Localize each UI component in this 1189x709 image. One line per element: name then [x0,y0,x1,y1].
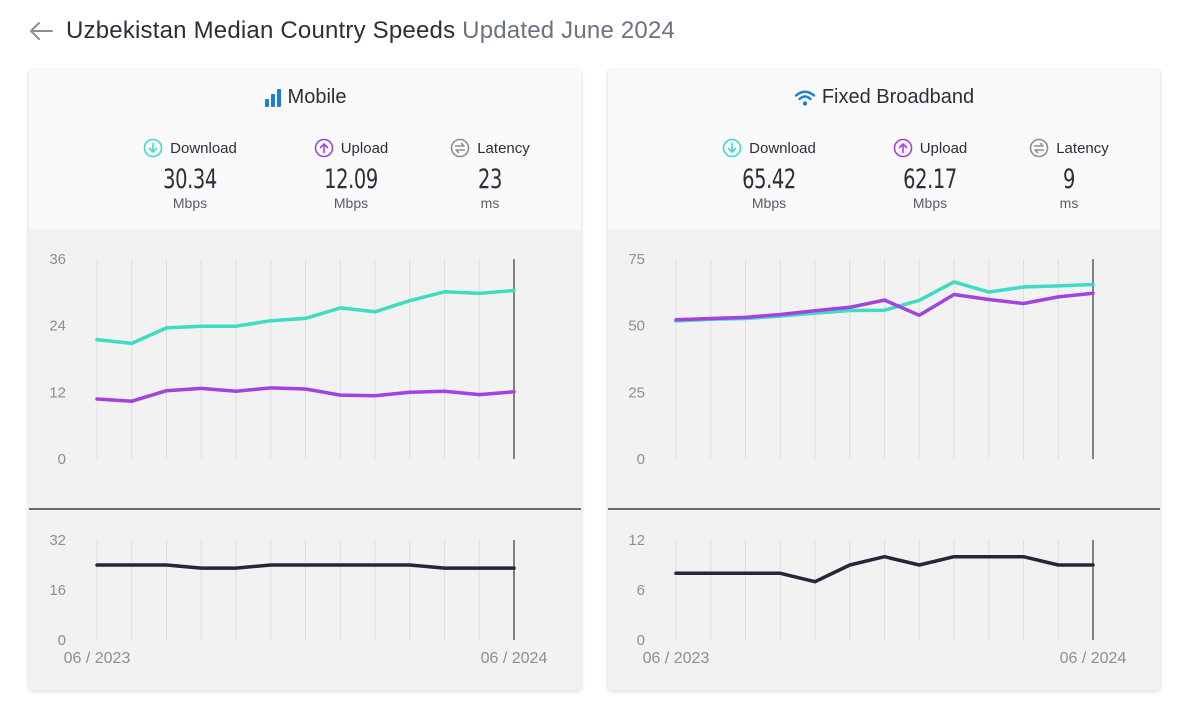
page-header: Uzbekistan Median Country Speeds Updated… [28,14,675,48]
speed-y-tick-label: 12 [49,384,66,401]
speed-y-tick-label: 75 [628,251,645,268]
upload-label: Upload [340,139,389,157]
download-value: 65.42 [742,164,796,195]
mobile-download-metric: Download 30.34 Mbps [130,136,250,211]
download-series-line [95,288,516,346]
download-label: Download [170,139,237,157]
speed-y-tick-label: 36 [49,251,66,268]
speed-y-tick-label: 0 [58,451,66,468]
upload-icon [893,138,913,158]
download-unit: Mbps [172,195,208,211]
latency-icon [450,138,470,158]
x-tick-label-end: 06 / 2024 [481,650,548,667]
latency-icon [1029,138,1049,158]
x-tick-label-start: 06 / 2023 [64,650,131,667]
latency-y-tick-label: 0 [58,632,66,649]
mobile-card-header: Mobile Download 30.34 Mbps Upload 12.0 [29,70,581,229]
speed-y-tick-label: 25 [628,384,645,401]
fixed-title: Fixed Broadband [608,86,1160,109]
mobile-title: Mobile [29,86,581,109]
fixed-broadband-card: Fixed Broadband Download 65.42 Mbps Uplo… [608,70,1160,690]
download-label: Download [749,139,816,157]
upload-series-line [674,291,1095,322]
fixed-broadband-chart[interactable]: 0 25 50 75 0 6 12 06 / 2023 06 / 2024 [608,70,1160,690]
speed-y-tick-label: 50 [628,318,645,335]
latency-label: Latency [1056,139,1109,157]
latency-value: 9 [1062,164,1076,195]
updated-date: Updated June 2024 [462,17,676,44]
mobile-chart[interactable]: 0 12 24 36 0 16 32 06 / 2023 06 / 2024 [29,70,581,690]
upload-value: 62.17 [903,164,957,195]
page-title-text: Uzbekistan Median Country Speeds [66,17,456,44]
upload-icon [314,138,334,158]
download-icon [143,138,163,158]
download-icon [722,138,742,158]
wifi-icon [794,90,816,106]
signal-bars-icon [264,88,281,107]
latency-y-tick-label: 0 [637,632,645,649]
fixed-card-header: Fixed Broadband Download 65.42 Mbps Uplo… [608,70,1160,229]
latency-y-tick-label: 12 [628,532,645,549]
latency-unit: ms [480,195,500,211]
upload-series-line [95,386,516,403]
fixed-download-metric: Download 65.42 Mbps [709,136,829,211]
speed-y-tick-label: 0 [637,451,645,468]
page-title: Uzbekistan Median Country Speeds Updated… [66,17,675,45]
fixed-latency-metric: Latency 9 ms [1009,136,1129,211]
mobile-title-label: Mobile [287,86,347,108]
latency-y-tick-label: 32 [49,532,66,549]
latency-series-line [95,563,516,570]
latency-label: Latency [477,139,530,157]
fixed-title-label: Fixed Broadband [821,86,975,108]
upload-unit: Mbps [333,195,369,211]
speed-y-tick-label: 24 [49,318,66,335]
upload-unit: Mbps [912,195,948,211]
latency-y-tick-label: 16 [49,582,66,599]
x-tick-label-end: 06 / 2024 [1060,650,1127,667]
latency-unit: ms [1059,195,1079,211]
fixed-upload-metric: Upload 62.17 Mbps [870,136,990,211]
latency-series-line [674,554,1095,584]
upload-label: Upload [919,139,968,157]
latency-y-tick-label: 6 [637,582,645,599]
download-unit: Mbps [751,195,787,211]
mobile-upload-metric: Upload 12.09 Mbps [291,136,411,211]
back-arrow-icon[interactable] [28,20,54,42]
mobile-latency-metric: Latency 23 ms [430,136,550,211]
download-value: 30.34 [163,164,217,195]
x-tick-label-start: 06 / 2023 [643,650,710,667]
upload-value: 12.09 [324,164,378,195]
latency-value: 23 [477,164,503,195]
mobile-card: Mobile Download 30.34 Mbps Upload 12.0 [29,70,581,690]
